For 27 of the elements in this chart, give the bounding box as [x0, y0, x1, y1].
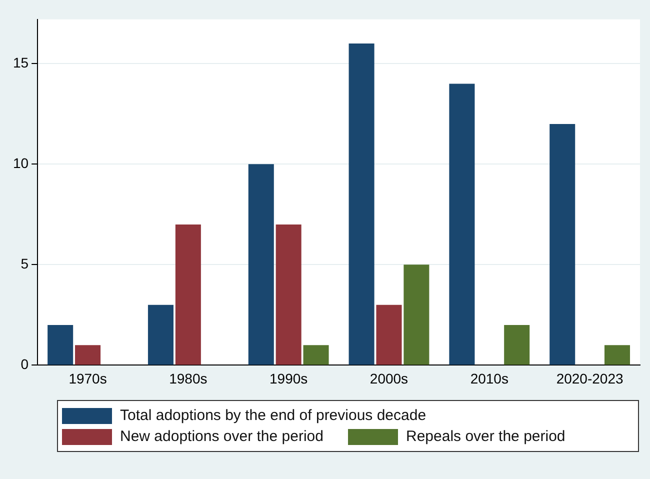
bar [449, 84, 475, 365]
legend-label: New adoptions over the period [120, 428, 324, 445]
bar [175, 224, 201, 365]
x-tick-label: 2000s [370, 370, 408, 386]
legend-label: Repeals over the period [406, 428, 566, 445]
bar [404, 264, 430, 365]
bar [303, 345, 329, 365]
x-tick-label: 2010s [470, 370, 508, 386]
y-tick-label: 10 [12, 155, 29, 172]
x-tick-label: 1990s [270, 370, 308, 386]
bar [276, 224, 302, 365]
x-tick-label: 1970s [68, 370, 107, 386]
x-tick-label: 1980s [169, 370, 208, 386]
bar [248, 164, 274, 365]
bar [148, 304, 174, 365]
bar [550, 124, 576, 365]
y-tick-label: 5 [20, 256, 29, 272]
y-tick-label: 15 [12, 54, 29, 70]
y-tick-label: 0 [20, 356, 29, 372]
bar [504, 324, 530, 365]
legend-label: Total adoptions by the end of previous decade [120, 407, 426, 424]
x-tick-label: 2020-2023 [556, 370, 624, 386]
bar [75, 345, 101, 365]
bar [604, 345, 630, 365]
bar [376, 304, 402, 365]
bar [348, 44, 374, 365]
bar [48, 324, 74, 365]
